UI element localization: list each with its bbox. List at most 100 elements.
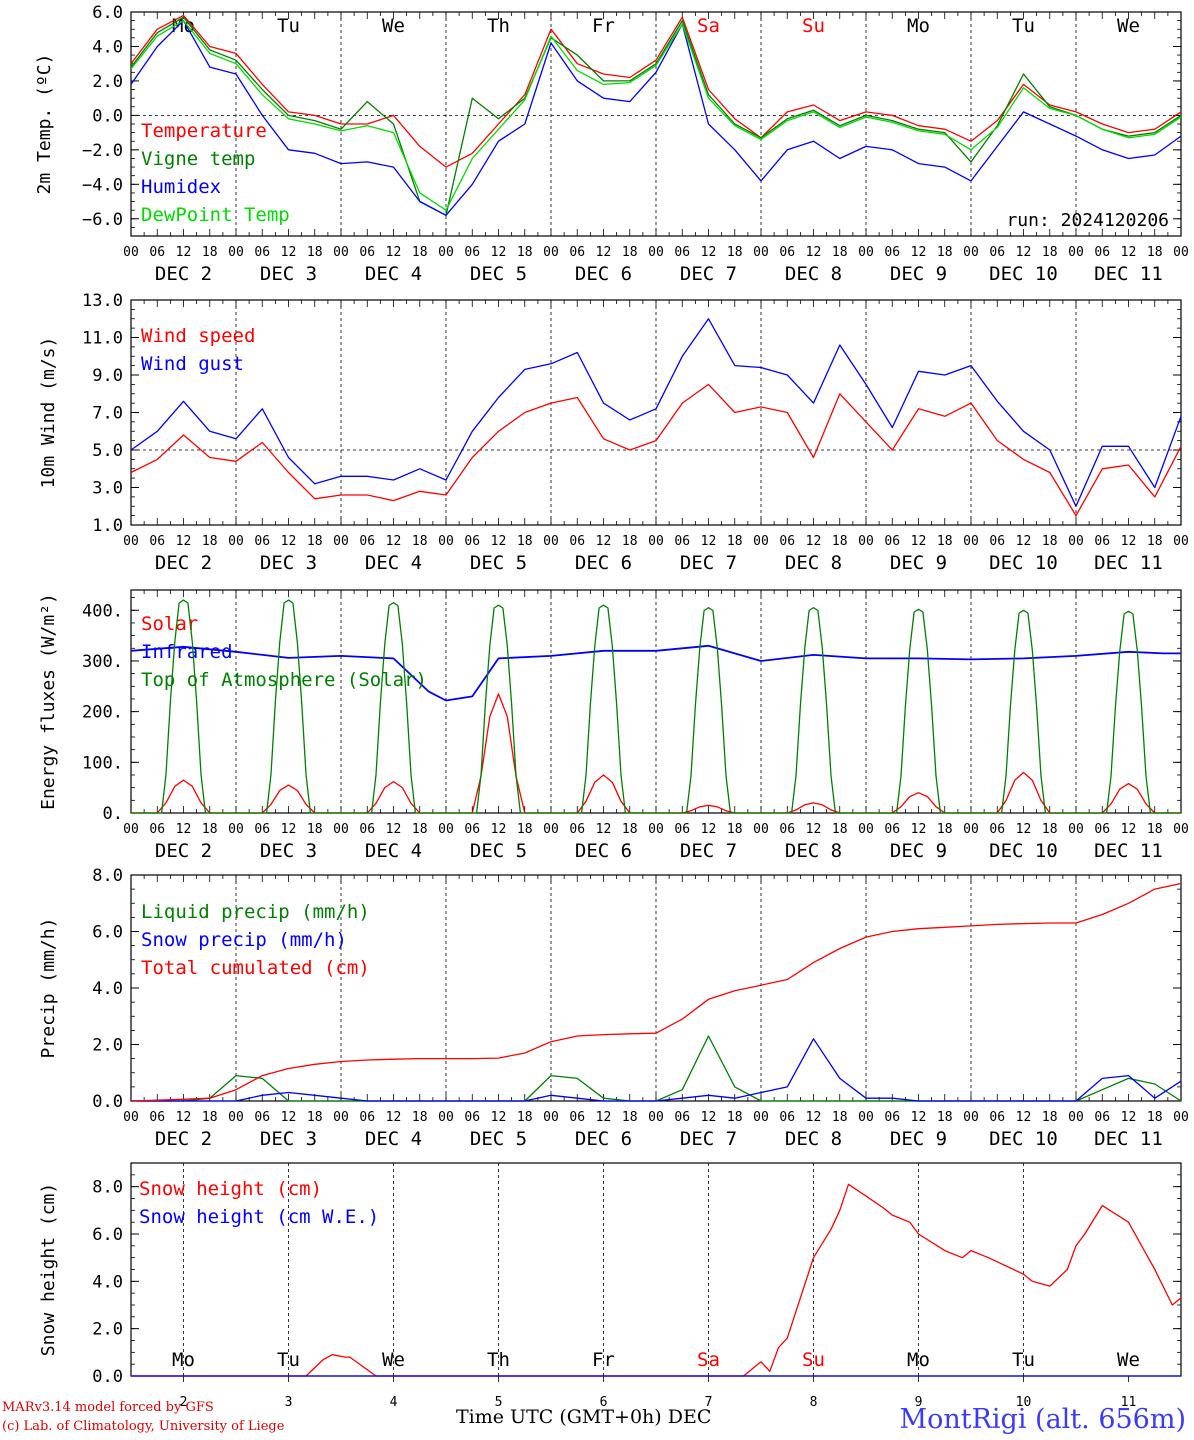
hour-tick-label: 12 [806,534,822,549]
hour-tick-label: 18 [307,822,323,837]
date-label: DEC 2 [155,1128,212,1150]
date-label: DEC 5 [470,840,527,862]
y-tick-label: 100. [82,753,123,773]
hour-tick-label: 00 [438,245,454,260]
hour-tick-label: 12 [596,822,612,837]
hour-tick-label: 00 [648,245,664,260]
date-label: DEC 6 [575,552,632,574]
series-line-top-of-atmosphere-solar- [131,599,1181,814]
hour-tick-label: 18 [307,1110,323,1125]
series-line-dewpoint-temp [130,19,1182,211]
date-label: DEC 3 [260,263,317,285]
hour-tick-label: 18 [832,1110,848,1125]
day-number-label: 7 [705,1395,713,1410]
hour-tick-label: 12 [176,1110,192,1125]
y-tick-label: 400. [82,601,123,621]
y-tick-label: −4.0 [82,175,123,195]
hour-tick-label: 12 [596,1110,612,1125]
hour-tick-label: 12 [281,1110,297,1125]
y-tick-label: 2.0 [92,1320,123,1340]
hour-tick-label: 06 [884,245,900,260]
hour-tick-label: 18 [517,534,533,549]
weekday-label: Fr [592,1349,615,1371]
hour-tick-label: 18 [832,822,848,837]
hour-tick-label: 00 [228,534,244,549]
y-tick-label: 9.0 [92,366,123,386]
hour-tick-label: 00 [438,822,454,837]
y-tick-label: 6.0 [92,923,123,943]
hour-tick-label: 18 [1147,245,1163,260]
hour-tick-label: 18 [202,245,218,260]
y-tick-label: 1.0 [92,516,123,536]
y-tick-label: 2.0 [92,1036,123,1056]
hour-tick-label: 06 [464,822,480,837]
weekday-label: Mo [907,15,930,37]
date-label: DEC 6 [575,1128,632,1150]
hour-tick-label: 00 [858,245,874,260]
y-tick-label: 0.0 [92,1092,123,1112]
hour-tick-label: 18 [937,534,953,549]
date-label: DEC 3 [260,552,317,574]
hour-tick-label: 00 [648,534,664,549]
hour-tick-label: 12 [281,534,297,549]
y-axis-label: 10m Wind (m/s) [38,337,59,489]
hour-tick-label: 06 [1094,822,1110,837]
hour-tick-label: 00 [753,245,769,260]
hour-tick-label: 06 [569,822,585,837]
series-line-total-cumulated-cm- [130,882,1182,1102]
weekday-label: Tu [277,15,300,37]
hour-tick-label: 18 [622,534,638,549]
date-label: DEC 11 [1094,840,1163,862]
hour-tick-label: 18 [202,534,218,549]
hour-tick-label: 06 [779,1110,795,1125]
series-line-snow-precip-mm-h- [131,1038,1182,1102]
legend-entry: Solar [141,613,198,635]
hour-tick-label: 00 [1068,245,1084,260]
hour-tick-label: 00 [438,1110,454,1125]
hour-tick-label: 06 [989,822,1005,837]
hour-tick-label: 18 [1147,822,1163,837]
weekday-label: We [382,15,405,37]
series-line-wind-speed [130,383,1182,517]
hour-tick-label: 12 [1016,534,1032,549]
hour-tick-label: 00 [753,822,769,837]
weekday-label: Sa [697,1349,720,1371]
date-label: DEC 8 [785,552,842,574]
hour-tick-label: 12 [701,245,717,260]
hour-tick-label: 12 [176,822,192,837]
date-label: DEC 5 [470,263,527,285]
weekday-label: Mo [907,1349,930,1371]
hour-tick-label: 18 [1042,822,1058,837]
hour-tick-label: 18 [937,822,953,837]
hour-tick-label: 12 [386,1110,402,1125]
x-axis-title: Time UTC (GMT+0h) DEC [456,1406,712,1428]
hour-tick-label: 12 [911,245,927,260]
hour-tick-label: 06 [1094,534,1110,549]
legend-entry: Wind speed [141,325,255,347]
hour-tick-label: 06 [149,245,165,260]
hour-tick-label: 00 [648,1110,664,1125]
date-label: DEC 8 [785,1128,842,1150]
hour-tick-label: 18 [517,822,533,837]
day-number-label: 9 [915,1395,923,1410]
hour-tick-label: 00 [1068,1110,1084,1125]
hour-tick-label: 18 [307,534,323,549]
date-label: DEC 8 [785,263,842,285]
hour-tick-label: 18 [727,245,743,260]
hour-tick-label: 06 [254,1110,270,1125]
hour-tick-label: 12 [386,534,402,549]
hour-tick-label: 18 [202,1110,218,1125]
hour-tick-label: 12 [1016,1110,1032,1125]
legend-entry: DewPoint Temp [141,204,290,226]
hour-tick-label: 18 [307,245,323,260]
hour-tick-label: 06 [779,245,795,260]
y-tick-label: 8.0 [92,1178,123,1198]
hour-tick-label: 06 [1094,1110,1110,1125]
hour-tick-label: 18 [517,245,533,260]
hour-tick-label: 12 [491,245,507,260]
hour-tick-label: 12 [911,822,927,837]
hour-tick-label: 06 [884,534,900,549]
y-tick-label: 5.0 [92,441,123,461]
series-line-humidex [130,19,1182,216]
legend-entry: Snow height (cm) [139,1178,322,1200]
